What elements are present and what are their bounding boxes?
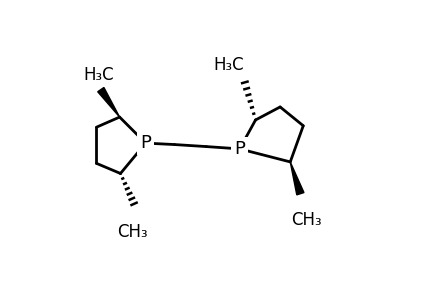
Polygon shape	[290, 162, 304, 195]
Text: H₃C: H₃C	[213, 56, 244, 74]
Polygon shape	[98, 88, 120, 117]
Text: CH₃: CH₃	[117, 223, 148, 241]
Text: P: P	[140, 134, 151, 152]
Text: H₃C: H₃C	[84, 66, 114, 84]
Text: P: P	[234, 140, 245, 158]
Text: CH₃: CH₃	[291, 211, 321, 229]
